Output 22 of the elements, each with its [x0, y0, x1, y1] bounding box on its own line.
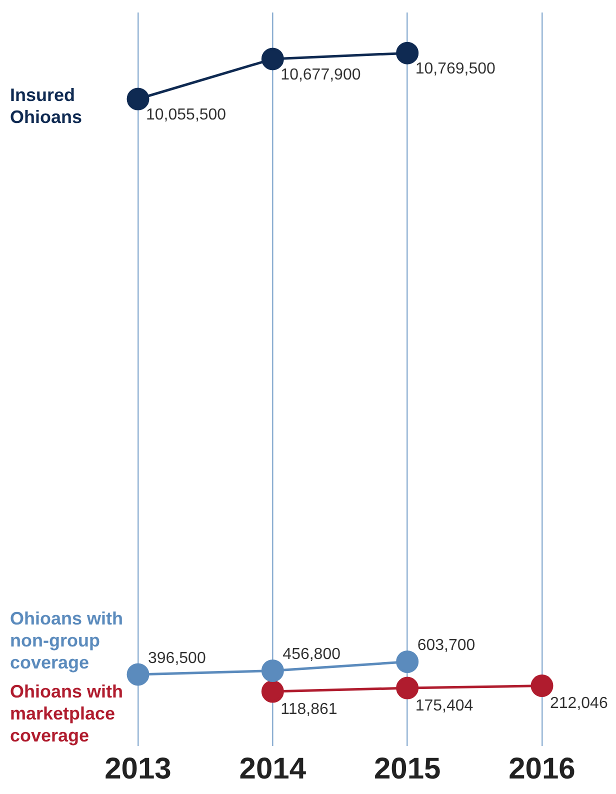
- point: [126, 663, 150, 686]
- data-label: 118,861: [280, 700, 338, 718]
- data-label: 456,800: [282, 646, 341, 664]
- data-label: 10,677,900: [280, 66, 361, 84]
- x-tick-label: 2014: [239, 752, 306, 786]
- point: [396, 650, 419, 673]
- point: [396, 676, 419, 700]
- point: [261, 660, 284, 682]
- text: Ohioans with marketplace coverage: [10, 681, 124, 746]
- data-label: 212,046: [550, 695, 608, 712]
- point: [261, 680, 284, 703]
- data-label: 603,700: [417, 637, 476, 654]
- x-tick-label: 2016: [508, 752, 576, 786]
- x-tick-label: 2013: [104, 752, 172, 786]
- series-label: Ohioans with non-group coverage: [10, 608, 124, 672]
- data-label: 10,769,500: [415, 60, 496, 78]
- text: Insured Ohioans: [10, 84, 82, 127]
- data-label: 10,055,500: [146, 106, 226, 124]
- data-label: 175,404: [415, 697, 474, 714]
- x-tick-label: 2015: [374, 752, 441, 786]
- point: [530, 674, 554, 698]
- data-label: 396,500: [148, 650, 206, 667]
